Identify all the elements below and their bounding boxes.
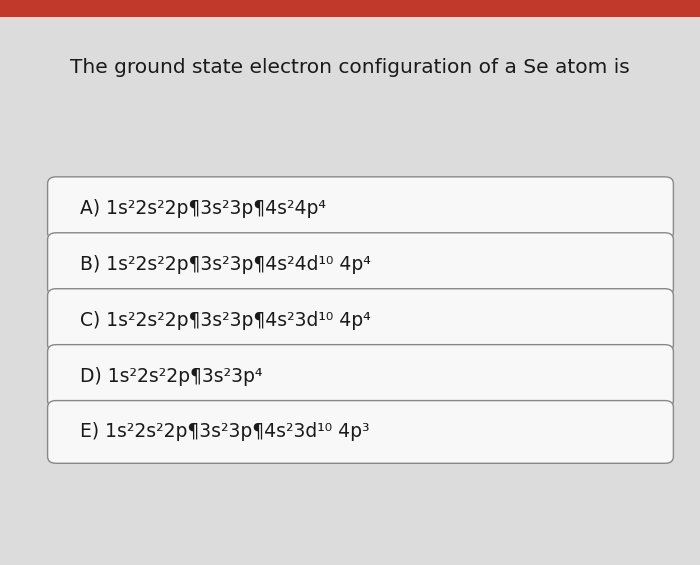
Text: A) 1s²2s²2p¶3s²3p¶4s²4p⁴: A) 1s²2s²2p¶3s²3p¶4s²4p⁴: [80, 199, 326, 218]
FancyBboxPatch shape: [48, 177, 673, 240]
FancyBboxPatch shape: [48, 233, 673, 295]
Text: The ground state electron configuration of a Se atom is: The ground state electron configuration …: [70, 58, 630, 77]
FancyBboxPatch shape: [48, 289, 673, 351]
Text: B) 1s²2s²2p¶3s²3p¶4s²4d¹⁰ 4p⁴: B) 1s²2s²2p¶3s²3p¶4s²4d¹⁰ 4p⁴: [80, 255, 372, 273]
FancyBboxPatch shape: [48, 345, 673, 407]
FancyBboxPatch shape: [48, 401, 673, 463]
Text: E) 1s²2s²2p¶3s²3p¶4s²3d¹⁰ 4p³: E) 1s²2s²2p¶3s²3p¶4s²3d¹⁰ 4p³: [80, 423, 370, 441]
Text: C) 1s²2s²2p¶3s²3p¶4s²3d¹⁰ 4p⁴: C) 1s²2s²2p¶3s²3p¶4s²3d¹⁰ 4p⁴: [80, 311, 371, 329]
Bar: [0, 0, 700, 17]
Text: D) 1s²2s²2p¶3s²3p⁴: D) 1s²2s²2p¶3s²3p⁴: [80, 367, 263, 385]
